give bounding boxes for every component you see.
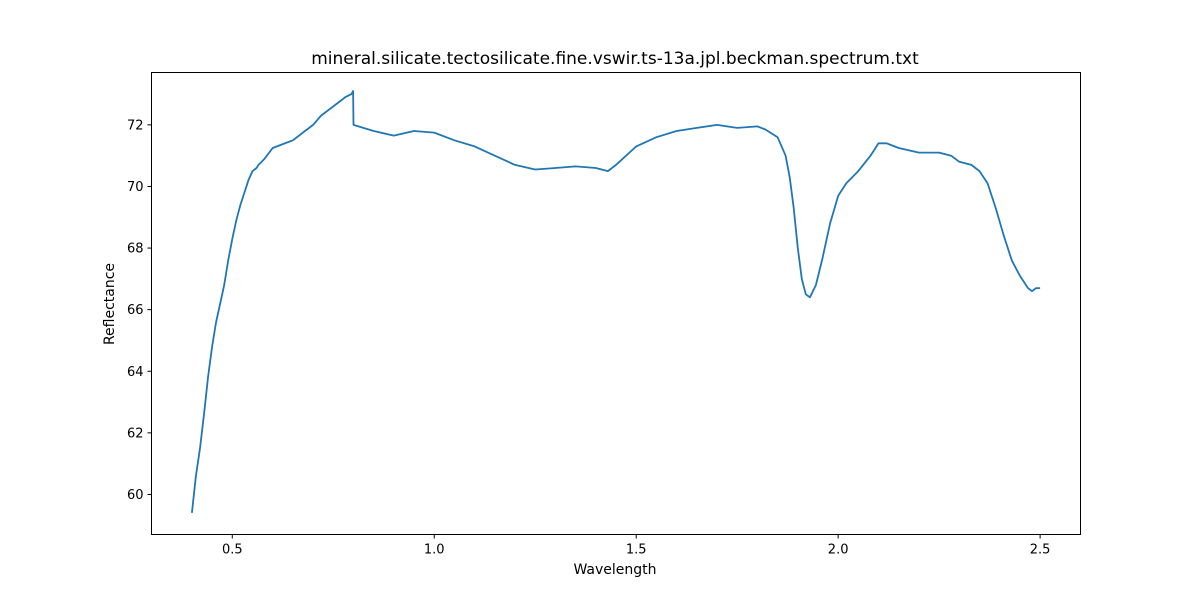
chart-title: mineral.silicate.tectosilicate.fine.vswi… — [311, 49, 919, 69]
x-axis-label: Wavelength — [573, 562, 656, 578]
y-tick-label: 72 — [127, 118, 144, 133]
x-tick-label: 2.0 — [828, 543, 849, 558]
y-axis: 60 62 64 66 68 70 72 — [127, 118, 152, 503]
y-tick-label: 68 — [127, 242, 144, 257]
plot-frame — [151, 72, 1081, 535]
x-tick-label: 0.5 — [222, 543, 243, 558]
y-tick-label: 70 — [127, 180, 144, 195]
x-tick-label: 2.5 — [1030, 543, 1051, 558]
y-tick-label: 62 — [127, 426, 144, 441]
x-tick-label: 1.0 — [424, 543, 445, 558]
plot-area — [191, 90, 1041, 513]
y-axis-label: Reflectance — [102, 263, 118, 345]
y-tick-label: 66 — [127, 303, 144, 318]
x-tick-label: 1.5 — [626, 543, 647, 558]
x-axis: 0.5 1.0 1.5 2.0 2.5 — [222, 534, 1051, 558]
spectrum-line — [191, 90, 1041, 513]
y-tick-label: 64 — [127, 365, 144, 380]
y-tick-label: 60 — [127, 488, 144, 503]
